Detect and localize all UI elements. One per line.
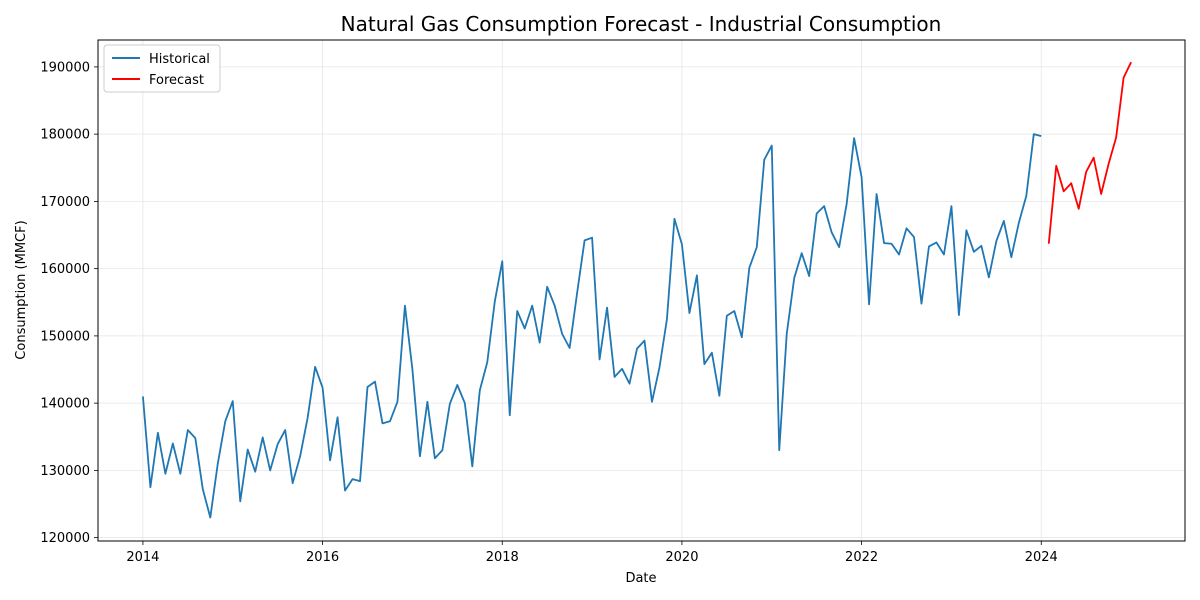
grid xyxy=(98,40,1185,541)
x-tick-label: 2022 xyxy=(845,550,878,565)
axis-ticks: 2014 2016 2018 2020 2022 2024 120000 130000 1400… xyxy=(40,60,1057,565)
y-tick-label: 180000 xyxy=(40,128,90,143)
series-line-forecast xyxy=(1047,61,1132,244)
y-tick-label: 130000 xyxy=(40,464,90,479)
x-tick-label: 2016 xyxy=(306,550,339,565)
chart-title: Natural Gas Consumption Forecast - Indus… xyxy=(341,12,942,36)
y-tick-label: 170000 xyxy=(40,195,90,210)
x-tick-label: 2024 xyxy=(1025,550,1058,565)
legend-box xyxy=(103,44,221,93)
y-tick-label: 160000 xyxy=(40,262,90,277)
y-tick-label: 150000 xyxy=(40,329,90,344)
y-tick-label: 120000 xyxy=(40,531,90,546)
y-axis-label: Consumption (MMCF) xyxy=(14,220,29,359)
x-tick-label: 2020 xyxy=(665,550,698,565)
x-axis-label: Date xyxy=(625,571,656,586)
series-lines xyxy=(142,61,1132,519)
y-tick-label: 190000 xyxy=(40,60,90,75)
series-line-historical xyxy=(142,133,1042,519)
x-tick-label: 2014 xyxy=(126,550,159,565)
legend-label-forecast: Forecast xyxy=(149,73,204,88)
y-tick-label: 140000 xyxy=(40,397,90,412)
legend: Historical Forecast xyxy=(103,44,221,93)
legend-label-historical: Historical xyxy=(149,52,210,67)
x-tick-label: 2018 xyxy=(486,550,519,565)
plot-frame xyxy=(97,39,1186,542)
